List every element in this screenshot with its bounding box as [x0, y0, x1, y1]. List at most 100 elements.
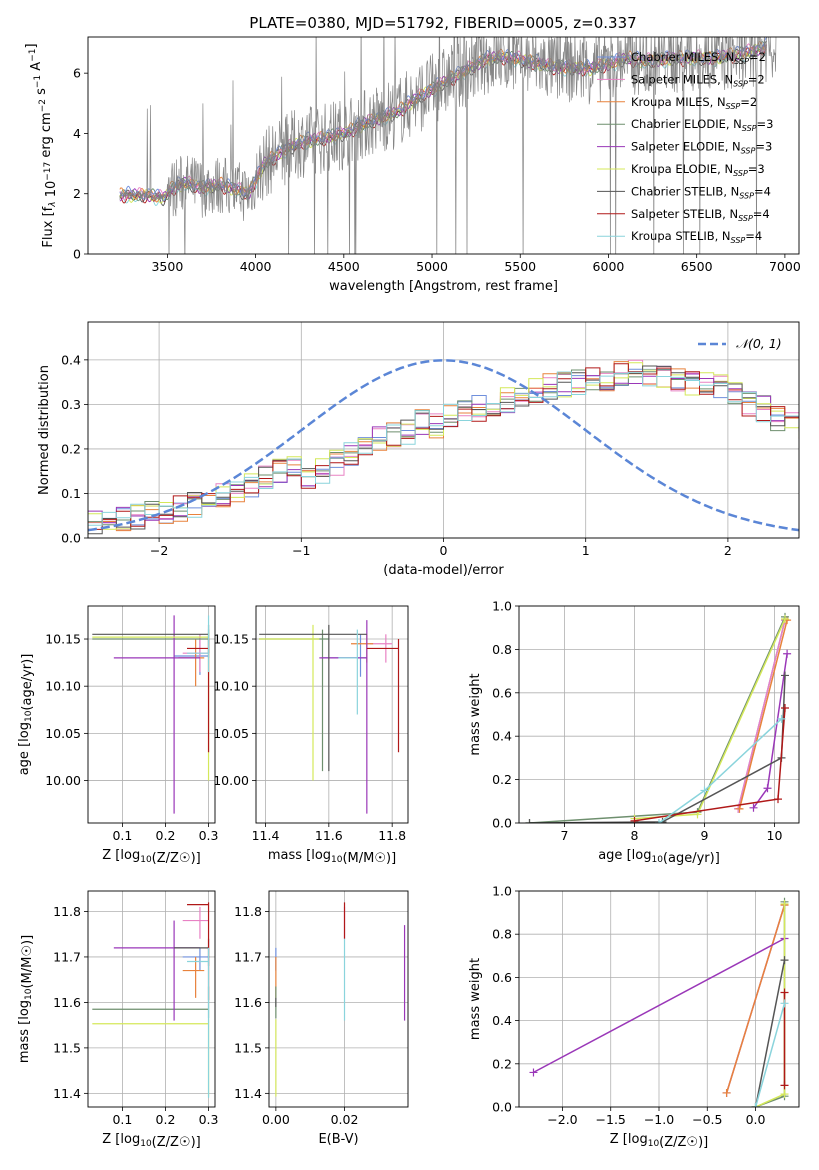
mass_weight_vs_Z-marker-kroupa_stelib	[751, 1103, 760, 1107]
mass_vs_Z-xlabel: Z [log10(Z/Z☉)]	[102, 1132, 200, 1150]
mass_vs_ebv-xlabel: E(B-V)	[318, 1132, 358, 1147]
mass_weight_vs_age-marker-salpeter_elodie	[783, 649, 792, 658]
age_vs_mass-x-tick-label: 11.6	[315, 828, 343, 843]
age_vs_mass-y-tick-label: 10.05	[213, 726, 249, 741]
spectrum-x-tick-label: 5000	[416, 259, 448, 274]
age_vs_Z-x-tick-label: 0.1	[112, 828, 132, 843]
age_vs_mass-axes: 11.4 11.6 11.8 10.00 10.05 10.10 10.15	[213, 606, 408, 843]
mass_weight_vs_Z-series-chabrier_stelib	[754, 959, 786, 1107]
age_vs_mass-xlabel: mass [log10(M/M☉)]	[268, 848, 396, 866]
legend-label-salpeter_elodie: Salpeter ELODIE, NSSP=3	[631, 140, 772, 156]
mass_weight_vs_Z-y-tick-label: 0.8	[492, 927, 512, 942]
mass_weight_vs_age-marker-chabrier_stelib	[781, 671, 789, 680]
plot-layer: 3500 4000 4500 5000 5500 6000 6500 7000 0 2 4 6 wave…	[17, 36, 801, 1150]
mass_weight_vs_age-lines	[525, 612, 792, 823]
mass_weight_vs_Z-y-tick-label: 0.2	[492, 1056, 512, 1071]
mass_weight_vs_age-marker-kroupa_elodie	[781, 615, 789, 624]
residuals-y-tick-label: 0.0	[61, 531, 81, 546]
mass_vs_ebv-x-tick-label: 0.00	[262, 1112, 290, 1127]
mass_weight_vs_age-marker-salpeter_elodie	[749, 803, 758, 812]
spectrum-xlabel: wavelength [Angstrom, rest frame]	[329, 279, 558, 294]
mass_weight_vs_age-frame	[518, 605, 800, 824]
residuals-y-tick-label: 0.3	[61, 397, 81, 412]
residual-histogram-salpeter_stelib	[88, 363, 799, 530]
mass_weight_vs_Z-x-tick-label: −0.5	[692, 1112, 722, 1127]
residuals-x-tick-label: 2	[724, 543, 732, 558]
age_vs_mass-x-tick-label: 11.8	[378, 828, 406, 843]
mass_weight_vs_age-ylabel: mass weight	[468, 673, 483, 755]
mass_weight_vs_Z-xlabel: Z [log10(Z/Z☉)]	[610, 1132, 708, 1150]
spectrum-x-tick-label: 4000	[240, 259, 272, 274]
mass_weight_vs_age-x-tick-label: 10	[767, 828, 783, 843]
mass_vs_ebv-y-tick-label: 11.8	[234, 904, 262, 919]
residuals-y-tick-label: 0.2	[61, 441, 81, 456]
mass_weight_vs_Z-marker-chabrier_stelib	[780, 956, 789, 965]
mass_weight_vs_Z-lines	[529, 897, 789, 1107]
legend-label-chabrier_stelib: Chabrier STELIB, NSSP=4	[631, 184, 771, 200]
age_vs_Z-x-tick-label: 0.2	[156, 828, 176, 843]
residuals-x-tick-label: 1	[582, 543, 590, 558]
mass_vs_Z-y-tick-label: 11.5	[53, 1040, 81, 1055]
age_vs_Z-ylabel: age [log10(age/yr)]	[17, 654, 35, 776]
age_vs_Z-frame	[87, 605, 216, 824]
legend-label-kroupa_miles: Kroupa MILES, NSSP=2	[631, 95, 757, 111]
mass_vs_Z-y-tick-label: 11.4	[53, 1086, 81, 1101]
mass_weight_vs_Z-y-tick-label: 0.6	[492, 970, 512, 985]
age_vs_Z-x-tick-label: 0.3	[199, 828, 219, 843]
mass_weight_vs_Z-x-tick-label: 0.0	[746, 1112, 766, 1127]
mass_weight_vs_Z-y-tick-label: 0.4	[492, 1013, 512, 1028]
spectrum-x-tick-label: 3500	[151, 259, 183, 274]
residual-legend-label: 𝒩(0, 1)	[736, 336, 782, 351]
mass_weight_vs_Z-y-tick-label: 0.0	[492, 1100, 512, 1115]
mass_weight_vs_Z-marker-kroupa_miles	[722, 1088, 731, 1097]
mass_vs_Z-y-tick-label: 11.8	[53, 904, 81, 919]
mass_weight_vs_age-marker-chabrier_stelib	[525, 819, 534, 823]
spectrum-y-tick-label: 6	[73, 66, 81, 81]
mass_vs_Z-errorbars	[92, 902, 210, 1098]
spectrum-x-tick-label: 7000	[769, 259, 801, 274]
mass_weight_vs_age-y-tick-label: 0.0	[492, 816, 512, 831]
legend-label-salpeter_miles: Salpeter MILES, NSSP=2	[631, 72, 765, 88]
mass_vs_Z-ylabel: mass [log10(M/M☉)]	[17, 935, 35, 1063]
mass_weight_vs_age-y-tick-label: 1.0	[492, 599, 512, 614]
legend-label-kroupa_stelib: Kroupa STELIB, NSSP=4	[631, 229, 762, 245]
spectrum-y-tick-label: 2	[73, 186, 81, 201]
legend-label-chabrier_elodie: Chabrier ELODIE, NSSP=3	[631, 117, 773, 133]
age_vs_Z-errorbars	[92, 615, 210, 814]
mass_weight_vs_Z-x-tick-label: −1.5	[596, 1112, 626, 1127]
spectrum-ylabel: Flux [fλ 10−17 erg cm−2 s−1 A−1]	[24, 43, 59, 247]
mass_weight_vs_Z-ylabel: mass weight	[468, 958, 483, 1040]
mass_weight_vs_age-xlabel: age [log10(age/yr)]	[598, 848, 720, 866]
mass_weight_vs_age-x-tick-label: 7	[561, 828, 569, 843]
mass_vs_Z-x-tick-label: 0.3	[199, 1112, 219, 1127]
age_vs_mass-y-tick-label: 10.10	[213, 679, 249, 694]
residuals-y-tick-label: 0.1	[61, 486, 81, 501]
legend-label-chabrier_miles: Chabrier MILES, NSSP=2	[631, 50, 766, 66]
mass_vs_ebv-frame	[268, 890, 409, 1108]
mass_vs_Z-y-tick-label: 11.6	[53, 995, 81, 1010]
mass_weight_vs_Z-marker-kroupa_stelib	[780, 999, 789, 1008]
mass_vs_Z-y-tick-label: 11.7	[53, 949, 81, 964]
spectrum-frame	[87, 36, 800, 255]
mass_weight_vs_age-x-tick-label: 8	[631, 828, 639, 843]
mass_vs_ebv-x-tick-label: 0.02	[331, 1112, 359, 1127]
age_vs_mass-errorbars	[259, 620, 400, 814]
mass_vs_Z-frame	[87, 890, 216, 1108]
mass_weight_vs_Z-series-kroupa_stelib	[754, 1003, 786, 1107]
legend-label-kroupa_elodie: Kroupa ELODIE, NSSP=3	[631, 162, 765, 178]
age_vs_Z-y-tick-label: 10.15	[45, 632, 81, 647]
residuals-ylabel: Normed distribution	[37, 365, 52, 495]
residual-histogram-kroupa_stelib	[88, 371, 799, 526]
age_vs_mass-y-tick-label: 10.15	[213, 632, 249, 647]
mass_vs_ebv-y-tick-label: 11.4	[234, 1086, 262, 1101]
mass_vs_ebv-y-tick-label: 11.7	[234, 949, 262, 964]
mass_weight_vs_Z-y-tick-label: 1.0	[492, 884, 512, 899]
spectrum-legend: Chabrier MILES, NSSP=2 Salpeter MILES, NS…	[597, 50, 773, 245]
mass_weight_vs_age-marker-salpeter_elodie	[763, 784, 772, 793]
mass_weight_vs_age-x-tick-label: 9	[701, 828, 709, 843]
mass_weight_vs_age-marker-kroupa_miles	[735, 804, 744, 813]
mass_weight_vs_Z-marker-kroupa_elodie	[780, 1090, 789, 1099]
mass_weight_vs_age-y-tick-label: 0.2	[492, 772, 512, 787]
spectrum-x-tick-label: 4500	[328, 259, 360, 274]
mass_weight_vs_age-y-tick-label: 0.6	[492, 685, 512, 700]
